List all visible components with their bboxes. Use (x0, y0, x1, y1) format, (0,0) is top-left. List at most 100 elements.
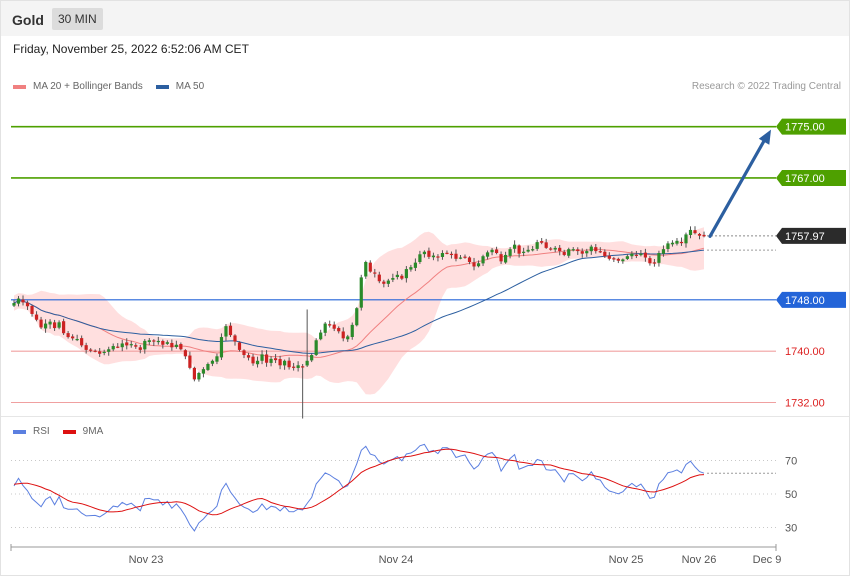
candle (237, 341, 242, 352)
candle-body (66, 333, 70, 338)
candle-body (503, 254, 508, 263)
candle (48, 319, 52, 329)
candle-body (386, 280, 390, 284)
candle-body (580, 251, 584, 254)
candle (125, 338, 129, 350)
candle-body (301, 366, 305, 368)
candle-body (34, 314, 39, 320)
candle-body (337, 327, 341, 332)
candle-body (161, 340, 165, 345)
candle (679, 237, 684, 246)
candle-body (377, 274, 381, 282)
candle-body (170, 342, 174, 348)
candle (323, 321, 327, 337)
time-axis-label: Nov 26 (682, 554, 717, 566)
candle (697, 232, 702, 240)
candle-body (143, 340, 147, 350)
candle (52, 319, 57, 331)
candle-body (52, 322, 57, 329)
candle (688, 226, 693, 239)
candle (12, 300, 16, 308)
candle-body (134, 345, 138, 347)
price-tag-1757.97 (776, 227, 846, 244)
candle (188, 351, 192, 370)
candle-body (481, 256, 485, 264)
candle-body (404, 269, 408, 279)
candle-body (25, 302, 30, 307)
candle-body (490, 249, 494, 253)
candle-body (152, 340, 156, 342)
candle (427, 247, 431, 260)
candle-body (427, 250, 431, 257)
candle (287, 357, 291, 370)
price-tag-1767.00 (776, 170, 846, 186)
candle (39, 316, 43, 330)
candle (476, 260, 481, 268)
candle (382, 279, 386, 288)
candle (355, 307, 359, 327)
candle-body (98, 351, 102, 354)
candle (373, 268, 377, 278)
candle (540, 238, 544, 245)
candle (652, 258, 657, 267)
candle (179, 342, 183, 351)
candle-body (224, 326, 228, 337)
candle-body (657, 253, 661, 263)
price-label-1775.00: 1775.00 (785, 122, 825, 134)
rsi-level-label-70: 70 (785, 456, 797, 468)
candle-body (373, 272, 377, 274)
candle-body (558, 247, 562, 252)
candle-body (237, 342, 242, 350)
ma20-legend-label: MA 20 + Bollinger Bands (33, 81, 143, 92)
candle (283, 359, 287, 370)
candle (219, 333, 224, 360)
candle (350, 322, 354, 340)
candle (192, 366, 196, 382)
time-axis-label: Nov 25 (609, 554, 644, 566)
candle (156, 336, 160, 345)
candle (34, 311, 39, 322)
candle-body (179, 344, 183, 350)
candle (57, 320, 61, 330)
candle-body (287, 360, 291, 368)
candle (458, 254, 463, 260)
candle (93, 349, 97, 353)
candle-body (147, 340, 151, 343)
candle-body (567, 249, 571, 256)
candle (98, 348, 102, 357)
candle-body (625, 256, 629, 259)
candle (242, 349, 246, 359)
candle (129, 340, 133, 348)
candle (607, 252, 611, 261)
candle (368, 260, 372, 273)
candle (481, 254, 485, 267)
candle-body (21, 299, 25, 303)
candle (120, 339, 124, 352)
timeframe-button[interactable]: 30 MIN (52, 8, 103, 30)
candle-body (102, 351, 106, 354)
candle-body (467, 257, 472, 263)
candle (201, 367, 206, 378)
candle (621, 258, 625, 264)
ma20-line (13, 247, 705, 358)
candle-body (666, 243, 670, 249)
candle (111, 343, 115, 352)
candle-body (332, 324, 336, 329)
candle-body (192, 367, 196, 380)
candle-body (206, 364, 210, 370)
candle (273, 354, 278, 364)
rsi-level-label-50: 50 (785, 489, 797, 501)
candle-body (350, 324, 354, 337)
candle-body (413, 262, 417, 268)
candle-body (278, 359, 282, 366)
candle-body (652, 262, 657, 264)
candle-body (639, 253, 643, 256)
candle-body (16, 298, 21, 304)
candle (490, 248, 494, 256)
candle-body (643, 252, 647, 258)
ma9-legend-label: 9MA (82, 426, 104, 437)
candle-body (670, 242, 675, 245)
candle-body (485, 252, 490, 257)
candle (364, 260, 368, 279)
candle (264, 350, 269, 367)
